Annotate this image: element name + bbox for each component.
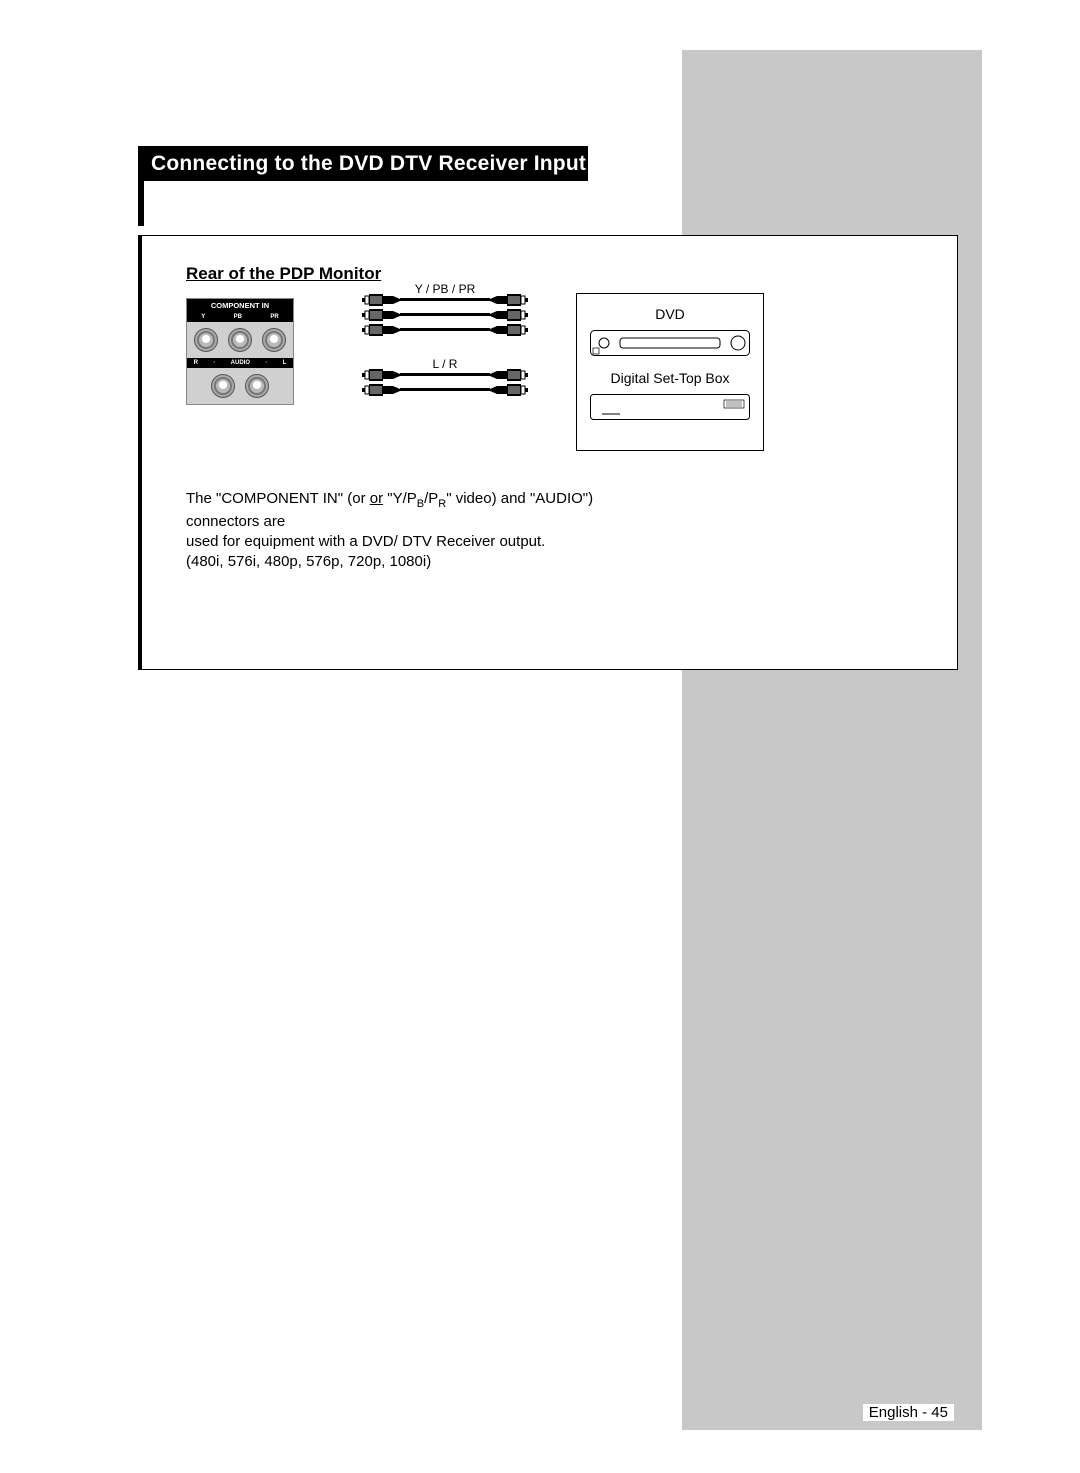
stb-icon <box>590 394 750 420</box>
cable-label: Y / PB / PR <box>400 282 490 296</box>
page-title: Connecting to the DVD DTV Receiver Input <box>138 146 588 181</box>
video-cable-group: Y / PB / PR <box>362 292 528 337</box>
jack-pb <box>228 328 252 352</box>
description-text: The "COMPONENT IN" (or or "Y/PB/PR" vide… <box>186 489 666 573</box>
body-l1c: "Y/P <box>383 490 417 507</box>
panel-audio-l: L <box>283 360 287 366</box>
panel-top-strip: COMPONENT IN <box>187 299 293 312</box>
audio-cable-group: L / R <box>362 367 528 397</box>
panel-y-label: Y <box>201 314 205 320</box>
video-jack-row <box>187 322 293 358</box>
diagram-row: COMPONENT IN Y PB PR R · AUDIO · <box>186 298 927 451</box>
panel-audio-strip: R · AUDIO · L <box>187 358 293 368</box>
cables-area: Y / PB / PR <box>362 292 528 397</box>
panel-audio-r: R <box>194 360 198 366</box>
section-heading: Rear of the PDP Monitor <box>186 264 927 284</box>
panel-pr-label: PR <box>270 314 278 320</box>
page-number: English - 45 <box>863 1404 954 1421</box>
content-box: Rear of the PDP Monitor COMPONENT IN Y P… <box>138 235 958 670</box>
audio-jack-row <box>187 368 293 404</box>
dvd-icon <box>590 330 750 356</box>
dvd-label: DVD <box>587 306 753 322</box>
body-l1d: B <box>417 498 424 510</box>
panel-audio-mid: AUDIO <box>231 360 250 366</box>
cable-row: L / R <box>362 367 528 382</box>
panel-top-label: COMPONENT IN <box>211 301 269 310</box>
cable-row <box>362 307 528 322</box>
panel-pb-label: PB <box>234 314 242 320</box>
jack-audio-l <box>245 374 269 398</box>
panel-video-labels: Y PB PR <box>187 312 293 322</box>
cable-row <box>362 322 528 337</box>
body-l3: (480i, 576i, 480p, 576p, 720p, 1080i) <box>186 553 431 570</box>
body-l2: used for equipment with a DVD/ DTV Recei… <box>186 533 545 550</box>
body-l1e: /P <box>424 490 438 507</box>
devices-box: DVD Digital Set-Top Box <box>576 293 764 451</box>
jack-pr <box>262 328 286 352</box>
jack-audio-r <box>211 374 235 398</box>
body-l1a: The "COMPONENT IN" (or <box>186 490 370 507</box>
cable-label: L / R <box>400 357 490 371</box>
cable-row <box>362 382 528 397</box>
component-panel: COMPONENT IN Y PB PR R · AUDIO · <box>186 298 294 405</box>
cable-row: Y / PB / PR <box>362 292 528 307</box>
stb-label: Digital Set-Top Box <box>587 370 753 386</box>
jack-y <box>194 328 218 352</box>
body-l1b: or <box>370 490 383 507</box>
